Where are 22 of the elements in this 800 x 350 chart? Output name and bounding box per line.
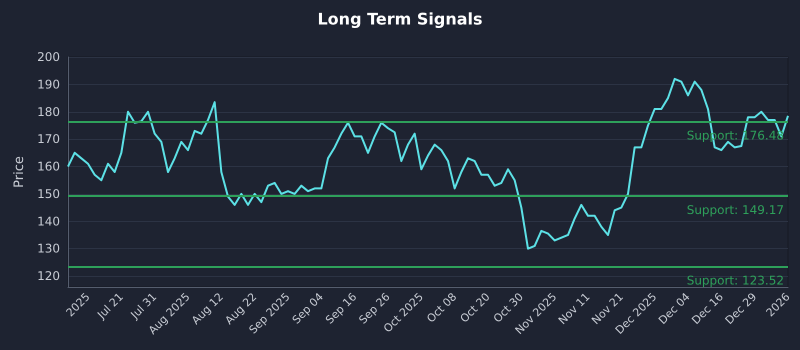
y-tick-label: 160 <box>37 160 60 174</box>
y-tick-label: 190 <box>37 77 60 92</box>
x-tick-label: Jul 31 <box>128 290 160 322</box>
y-axis-title: Price <box>12 156 27 188</box>
x-tick-label: Oct 08 <box>424 290 460 326</box>
x-tick-label: Jul 21 <box>94 290 126 322</box>
x-tick-label: Aug 12 <box>189 290 226 328</box>
y-tick-label: 120 <box>37 269 60 284</box>
y-tick-label: 180 <box>37 104 60 119</box>
y-tick-label: 150 <box>37 186 60 201</box>
ref-line-label: Support: 149.17 <box>686 203 784 218</box>
line-series <box>67 78 789 250</box>
y-tick-label: 200 <box>37 50 60 64</box>
chart-title: Long Term Signals <box>317 10 483 28</box>
y-tick-label: 170 <box>37 132 60 146</box>
y-tick-label: 130 <box>37 242 60 256</box>
x-tick-label: Sep 04 <box>290 290 326 327</box>
x-tick-label: Oct 20 <box>458 290 493 326</box>
x-tick-label: Sep 16 <box>323 290 360 327</box>
ref-line-label: Support: 123.52 <box>686 273 784 288</box>
y-tick-label: 140 <box>37 214 60 228</box>
x-tick-label: Nov 11 <box>556 290 593 328</box>
